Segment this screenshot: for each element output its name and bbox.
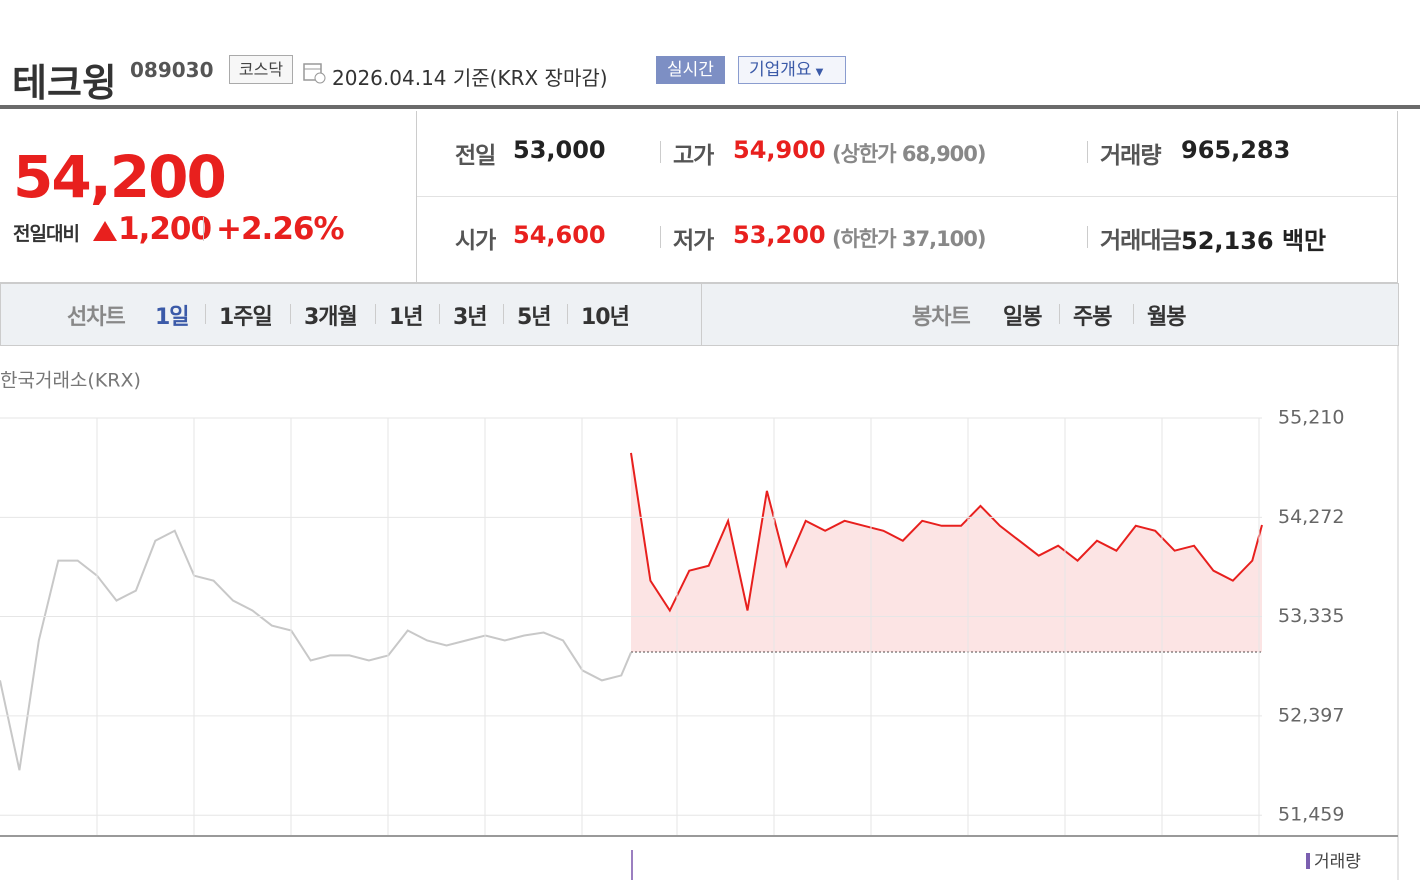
row-rule: [417, 196, 1397, 197]
stat-label: 거래대금: [1100, 228, 1182, 254]
separator: [567, 304, 568, 324]
calendar-icon: [303, 63, 326, 84]
area-fill: [631, 452, 1262, 653]
current-price: 54,200: [13, 143, 227, 211]
tab-bar: [0, 283, 1399, 346]
separator: [375, 304, 376, 324]
tab-group-label: 선차트: [67, 305, 126, 330]
realtime-button[interactable]: 실시간: [656, 56, 725, 84]
y-tick-label: 53,335: [1278, 605, 1344, 627]
separator: [1059, 304, 1060, 324]
tab[interactable]: 1주일: [219, 305, 273, 330]
y-tick-label: 55,210: [1278, 407, 1344, 429]
separator: [203, 217, 204, 241]
stat-value: 54,600: [513, 221, 606, 249]
tab-group-label: 봉차트: [912, 305, 971, 330]
up-arrow: [93, 221, 117, 241]
stat-value: 53,000: [513, 136, 606, 164]
y-tick-label: 51,459: [1278, 804, 1344, 826]
stock-name: 테크윙: [12, 61, 117, 105]
stock-code: 089030: [130, 58, 214, 82]
market-badge: 코스닥: [229, 55, 293, 84]
separator: [1087, 141, 1088, 163]
separator: [660, 226, 661, 248]
date-info: 2026.04.14 기준(KRX 장마감): [332, 66, 608, 90]
tab[interactable]: 일봉: [1003, 305, 1042, 330]
price-line: [0, 529, 632, 771]
price-line: [630, 452, 1263, 613]
separator: [290, 304, 291, 324]
chart-source: 한국거래소(KRX): [0, 370, 141, 392]
stat-note: (하한가 37,100): [832, 227, 987, 251]
price-box: 54,200 전일대비 1,200 +2.26%: [0, 111, 417, 283]
change-label: 전일대비: [13, 223, 80, 245]
y-tick-label: 54,272: [1278, 506, 1344, 528]
stat-label: 저가: [673, 228, 714, 254]
stat-label: 시가: [455, 228, 496, 254]
tab[interactable]: 주봉: [1073, 305, 1112, 330]
tab[interactable]: 5년: [517, 305, 552, 330]
volume-label: 거래량: [1314, 852, 1361, 872]
tab[interactable]: 1일: [155, 305, 190, 330]
stat-label: 거래량: [1100, 143, 1161, 169]
separator: [205, 304, 206, 324]
stat-value: 54,900: [733, 136, 826, 164]
separator: [1087, 226, 1088, 248]
tab[interactable]: 3개월: [304, 305, 358, 330]
stat-value: 52,136 백만: [1181, 227, 1327, 255]
stat-label: 전일: [455, 143, 496, 169]
tab[interactable]: 월봉: [1147, 305, 1186, 330]
stat-note: (상한가 68,900): [832, 142, 987, 166]
tab-divider: [701, 284, 702, 345]
separator: [503, 304, 504, 324]
tab[interactable]: 10년: [581, 305, 630, 330]
separator: [660, 141, 661, 163]
header-rule: [0, 105, 1420, 109]
stat-value: 965,283: [1181, 136, 1291, 164]
overview-button[interactable]: 기업개요 ▼: [738, 56, 846, 84]
separator: [1133, 304, 1134, 324]
y-tick-label: 52,397: [1278, 704, 1344, 726]
tab[interactable]: 1년: [389, 305, 424, 330]
volume-legend-swatch: [1306, 853, 1310, 869]
stats-table: [417, 111, 1398, 283]
change-percent: +2.26%: [216, 211, 345, 247]
tab[interactable]: 3년: [453, 305, 488, 330]
change-amount: 1,200: [118, 211, 212, 247]
overview-text: 기업개요: [749, 60, 812, 80]
separator: [439, 304, 440, 324]
stat-label: 고가: [673, 143, 714, 169]
stat-value: 53,200: [733, 221, 826, 249]
